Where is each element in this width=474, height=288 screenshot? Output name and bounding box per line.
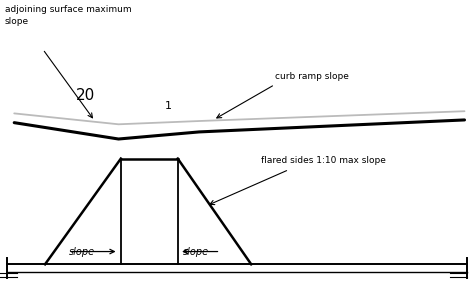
Text: curb ramp slope: curb ramp slope (275, 72, 349, 81)
Text: slope: slope (69, 247, 95, 257)
Text: 20: 20 (76, 88, 95, 103)
Text: flared sides 1:10 max slope: flared sides 1:10 max slope (261, 156, 385, 165)
Text: slope: slope (182, 247, 209, 257)
Text: adjoining surface maximum
slope: adjoining surface maximum slope (5, 5, 131, 26)
Text: 1: 1 (165, 101, 172, 111)
